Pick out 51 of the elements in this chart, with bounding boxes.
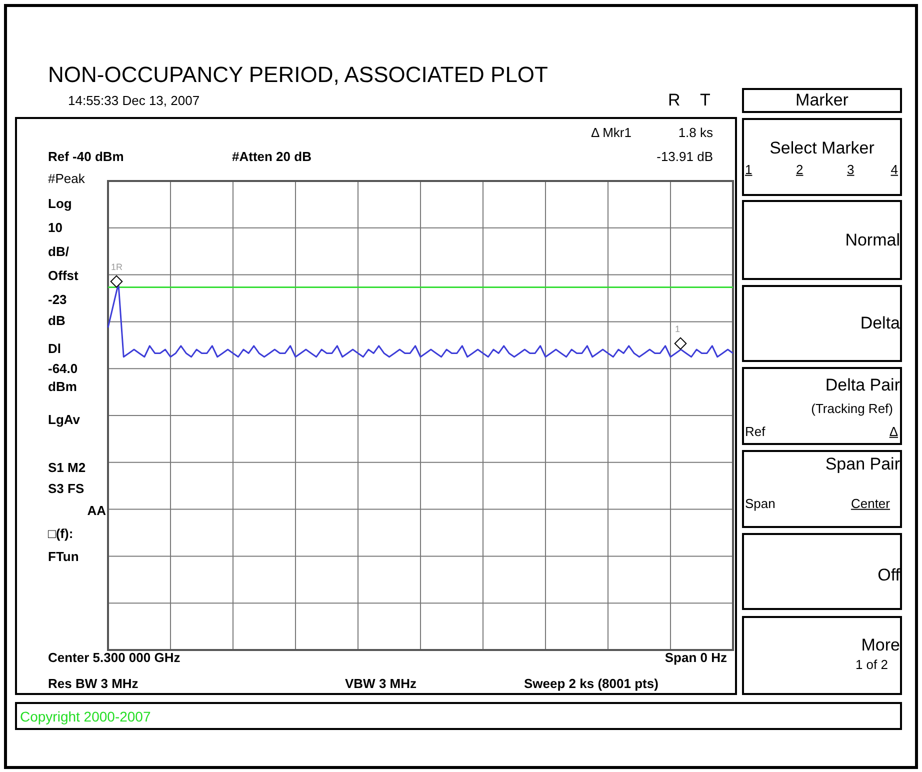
text: Off bbox=[878, 566, 900, 586]
text: FTun bbox=[48, 548, 79, 564]
annotation: Center 5.300 000 GHz bbox=[48, 650, 180, 666]
text: Span bbox=[745, 496, 776, 512]
text: R bbox=[668, 90, 680, 110]
text: AA bbox=[87, 502, 106, 518]
text: dB bbox=[48, 312, 66, 328]
text: 3 bbox=[847, 162, 854, 178]
text: Offst bbox=[48, 268, 78, 284]
text: #Atten 20 dB bbox=[232, 148, 312, 164]
text: 1 of 2 bbox=[855, 656, 888, 672]
text: #Peak bbox=[48, 170, 85, 186]
text: □(f): bbox=[48, 526, 74, 542]
text: 10 bbox=[48, 220, 62, 236]
text: Delta Pair bbox=[825, 376, 900, 396]
text: 2 bbox=[796, 162, 804, 178]
text: Sweep 2 ks (8001 pts) bbox=[524, 676, 658, 692]
text: VBW 3 MHz bbox=[345, 676, 416, 692]
chart-title: NON-OCCUPANCY PERIOD, ASSOCIATED PLOT bbox=[48, 62, 548, 88]
text: 1.8 ks bbox=[678, 124, 713, 140]
text: S1 M2 bbox=[48, 460, 86, 476]
text: 1 bbox=[745, 162, 752, 178]
text: S3 FS bbox=[48, 480, 84, 496]
text: Center bbox=[850, 496, 890, 512]
text: Log bbox=[48, 196, 72, 212]
text: Dl bbox=[48, 340, 61, 356]
text: 4 bbox=[890, 162, 898, 178]
text: -64.0 bbox=[48, 360, 78, 376]
annotation: Span 0 Hz bbox=[664, 650, 727, 666]
text: Ref bbox=[745, 424, 766, 440]
text: More bbox=[861, 636, 900, 656]
text: (Tracking Ref) bbox=[811, 400, 893, 416]
text: Copyright 2000-2007 bbox=[20, 708, 151, 725]
text: Δ bbox=[889, 424, 898, 440]
text: 1R bbox=[111, 262, 123, 273]
text: Span Pair bbox=[825, 454, 900, 474]
text: Normal bbox=[845, 230, 900, 250]
text: LgAv bbox=[48, 412, 80, 428]
text: Select Marker bbox=[770, 138, 874, 158]
text: -23 bbox=[48, 292, 67, 308]
text: T bbox=[700, 90, 710, 110]
text: dBm bbox=[48, 378, 77, 394]
text: Ref -40 dBm bbox=[48, 148, 124, 164]
text: 14:55:33 Dec 13, 2007 bbox=[68, 92, 200, 108]
text: Res BW 3 MHz bbox=[48, 676, 138, 692]
text: Δ Mkr1 bbox=[591, 124, 632, 140]
text: Delta bbox=[860, 314, 900, 334]
annotation: 1 bbox=[675, 324, 680, 335]
text: Marker bbox=[796, 90, 848, 110]
text: -13.91 dB bbox=[656, 148, 713, 164]
text: dB/ bbox=[48, 244, 69, 260]
